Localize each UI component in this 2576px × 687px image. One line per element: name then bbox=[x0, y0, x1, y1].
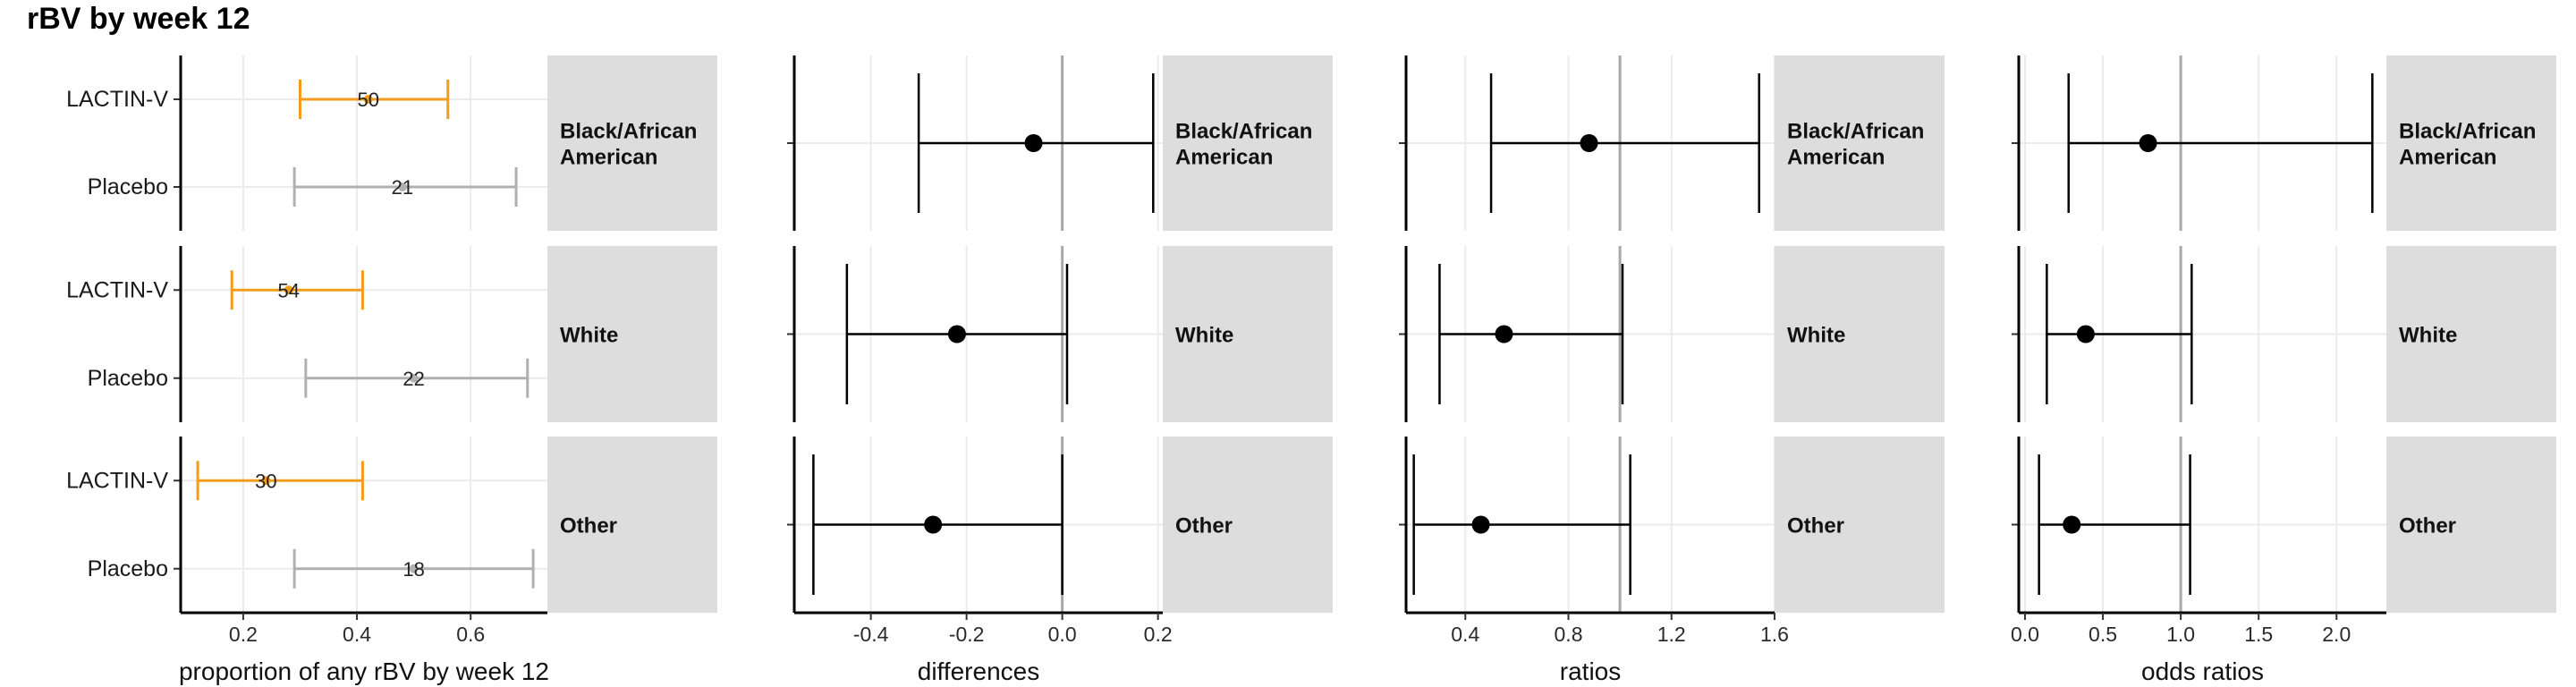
facet-strip-label: American bbox=[1787, 146, 1885, 170]
plots: 50LACTIN-V21PlaceboBlack/AfricanAmerican… bbox=[66, 55, 2556, 685]
estimate-point bbox=[284, 285, 293, 295]
facet-strip bbox=[1163, 55, 1333, 231]
x-axis-title: ratios bbox=[1560, 657, 1621, 685]
facet-strip-label: Other bbox=[560, 514, 617, 539]
estimate-point bbox=[397, 182, 407, 191]
facet-strip-label: Black/African bbox=[560, 120, 697, 144]
x-tick-label: 2.0 bbox=[2322, 623, 2351, 646]
count-label: 30 bbox=[255, 470, 276, 492]
x-axis-title: differences bbox=[918, 657, 1039, 685]
x-tick-label: 0.8 bbox=[1555, 623, 1583, 646]
facet-strip-label: Black/African bbox=[1787, 120, 1924, 144]
estimate-point bbox=[261, 476, 271, 486]
estimate-point bbox=[363, 95, 373, 104]
facet-strip-label: Black/African bbox=[2399, 120, 2536, 144]
facet-strip-label: White bbox=[2399, 324, 2457, 348]
x-tick-label: 0.4 bbox=[343, 623, 371, 646]
estimate-point bbox=[409, 373, 419, 383]
y-tick-label: LACTIN-V bbox=[66, 468, 168, 493]
estimate-point bbox=[1024, 134, 1043, 152]
x-tick-label: 1.2 bbox=[1657, 623, 1686, 646]
facet-strip bbox=[547, 246, 717, 422]
estimate-point bbox=[2063, 515, 2081, 534]
x-tick-label: 0.0 bbox=[1048, 623, 1077, 646]
facet-strip bbox=[2386, 246, 2556, 422]
estimate-point bbox=[1471, 515, 1490, 534]
x-tick-label: 1.6 bbox=[1760, 623, 1789, 646]
count-label: 54 bbox=[278, 279, 300, 301]
x-tick-label: 0.6 bbox=[456, 623, 485, 646]
facet-strip bbox=[1775, 437, 1945, 613]
x-tick-label: -0.2 bbox=[949, 623, 985, 646]
facet-strip bbox=[547, 437, 717, 613]
x-axis-title: odds ratios bbox=[2141, 657, 2264, 685]
facet-strip bbox=[1775, 246, 1945, 422]
figure-title: rBV by week 12 bbox=[27, 2, 250, 36]
x-tick-label: -0.4 bbox=[853, 623, 889, 646]
y-tick-label: Placebo bbox=[88, 174, 168, 199]
x-tick-label: 0.2 bbox=[229, 623, 258, 646]
x-tick-label: 0.2 bbox=[1144, 623, 1173, 646]
facet-strip-label: Other bbox=[2399, 514, 2456, 539]
facet-strip bbox=[1163, 246, 1333, 422]
facet-strip-label: Other bbox=[1787, 514, 1844, 539]
y-tick-label: Placebo bbox=[88, 366, 168, 391]
estimate-point bbox=[2139, 134, 2157, 152]
facet-strip bbox=[2386, 437, 2556, 613]
facet-strip-label: White bbox=[1175, 324, 1233, 348]
facet-strip-label: American bbox=[1175, 146, 1273, 170]
estimate-point bbox=[409, 564, 419, 573]
x-tick-label: 1.0 bbox=[2166, 623, 2195, 646]
facet-strip bbox=[1775, 55, 1945, 231]
y-tick-label: LACTIN-V bbox=[66, 87, 168, 112]
facet-strip-label: Black/African bbox=[1175, 120, 1312, 144]
facet-strip-label: American bbox=[2399, 146, 2496, 170]
estimate-point bbox=[1580, 134, 1598, 152]
facet-strip bbox=[2386, 55, 2556, 231]
estimate-point bbox=[2076, 325, 2095, 344]
count-label: 50 bbox=[358, 89, 379, 111]
y-tick-label: Placebo bbox=[88, 556, 168, 581]
estimate-point bbox=[947, 325, 966, 344]
count-label: 18 bbox=[402, 558, 424, 581]
y-tick-label: LACTIN-V bbox=[66, 277, 168, 302]
estimate-point bbox=[1495, 325, 1513, 344]
count-label: 22 bbox=[402, 368, 424, 390]
x-tick-label: 0.5 bbox=[2089, 623, 2117, 646]
facet-strip bbox=[547, 55, 717, 231]
x-tick-label: 1.5 bbox=[2244, 623, 2273, 646]
facet-strip-label: Other bbox=[1175, 514, 1233, 539]
x-tick-label: 0.0 bbox=[2011, 623, 2039, 646]
x-tick-label: 0.4 bbox=[1451, 623, 1479, 646]
count-label: 21 bbox=[392, 176, 413, 199]
x-axis-title: proportion of any rBV by week 12 bbox=[179, 657, 549, 685]
facet-strip-label: American bbox=[560, 146, 657, 170]
facet-strip-label: White bbox=[1787, 324, 1845, 348]
estimate-point bbox=[924, 515, 943, 534]
panel-group-proportions: 50 LACTIN-V 21 Placebo Black/AfricanAmerican… bbox=[66, 55, 717, 685]
facet-strip-label: White bbox=[560, 324, 618, 348]
facet-strip bbox=[1163, 437, 1333, 613]
